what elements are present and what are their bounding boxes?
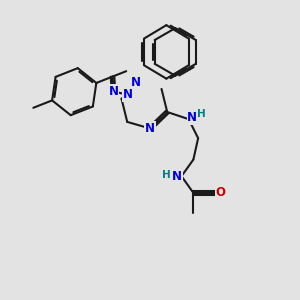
Text: N: N — [187, 111, 197, 124]
Text: O: O — [216, 186, 226, 200]
Text: N: N — [145, 122, 155, 135]
Text: N: N — [130, 76, 141, 89]
Text: N: N — [172, 170, 182, 183]
Text: H: H — [162, 170, 171, 180]
Text: H: H — [197, 109, 206, 119]
Text: N: N — [123, 88, 133, 101]
Text: N: N — [108, 85, 118, 98]
